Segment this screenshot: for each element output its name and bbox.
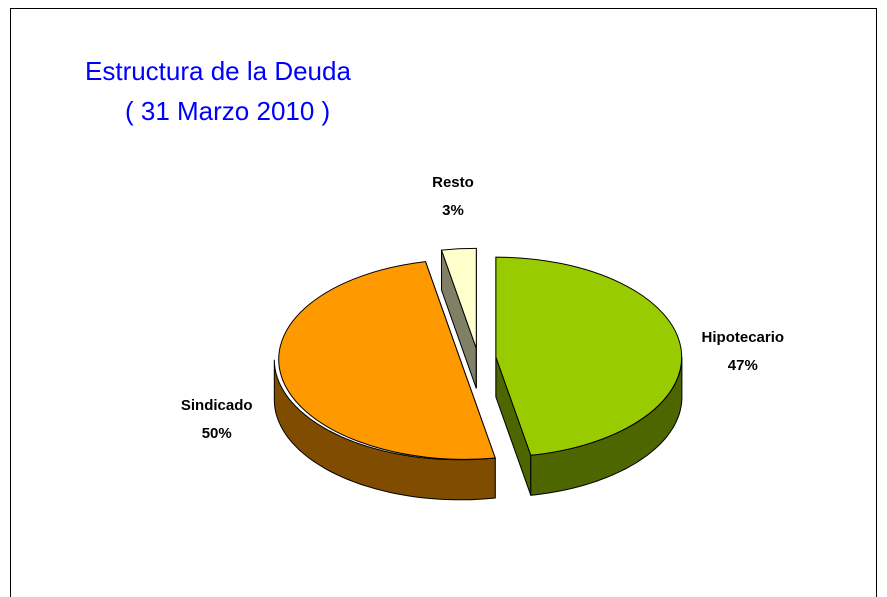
slice bbox=[440, 247, 477, 349]
slice bbox=[278, 261, 496, 460]
slice-label: Resto bbox=[432, 174, 474, 191]
chart-subtitle: ( 31 Marzo 2010 ) bbox=[125, 96, 330, 126]
slice-side bbox=[273, 359, 496, 501]
slice bbox=[495, 256, 683, 456]
chart-title: Estructura de la Deuda bbox=[85, 56, 351, 86]
slice-label: Sindicado bbox=[181, 397, 253, 414]
pie bbox=[273, 247, 683, 501]
slice-label: Hipotecario bbox=[702, 329, 785, 346]
slice-value-label: 47% bbox=[728, 357, 758, 374]
slice-value-label: 50% bbox=[202, 425, 232, 442]
slice-value-label: 3% bbox=[442, 202, 464, 219]
